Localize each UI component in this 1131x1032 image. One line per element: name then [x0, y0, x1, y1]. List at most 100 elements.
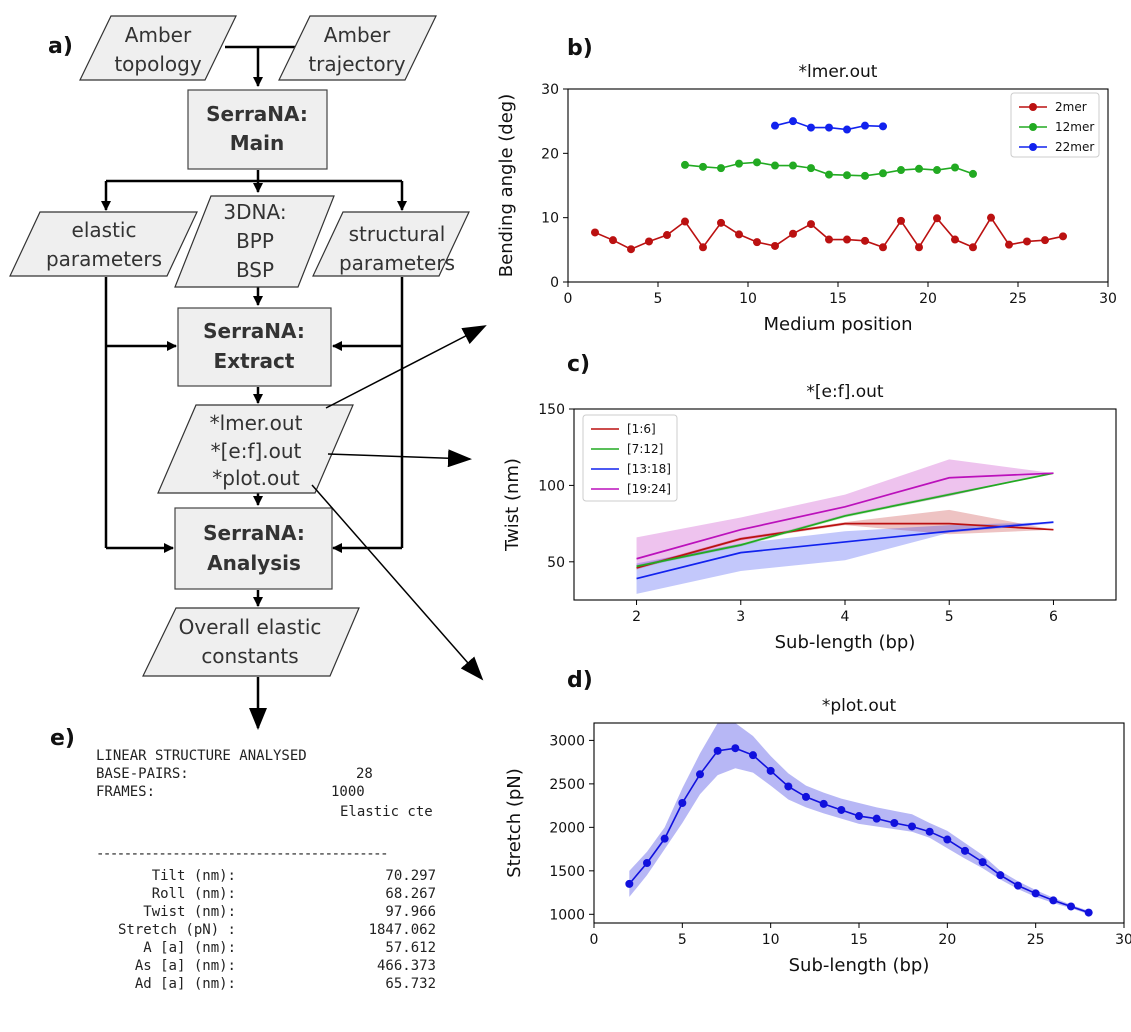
y-tick-label: 30 [541, 82, 559, 98]
report-frames-label: FRAMES: [96, 784, 156, 800]
x-tick-label: 20 [938, 932, 956, 948]
legend-marker [1029, 103, 1037, 111]
data-point [771, 241, 779, 250]
legend-label: [13:18] [627, 462, 671, 476]
data-point [819, 799, 828, 808]
data-point [879, 169, 887, 178]
data-point [872, 814, 881, 823]
data-point [1067, 902, 1075, 911]
amber-trajectory-label-1: Amber [324, 23, 391, 47]
data-point [961, 846, 969, 855]
data-point [933, 214, 941, 223]
data-point [855, 812, 863, 821]
data-point [969, 243, 977, 252]
x-tick-label: 5 [945, 609, 954, 625]
structural-parameters-label-2: parameters [339, 251, 455, 275]
report-row-value: 68.267 [385, 886, 436, 902]
data-point [996, 871, 1005, 880]
legend-label: 12mer [1055, 120, 1094, 134]
y-axis-label: Bending angle (deg) [496, 94, 517, 277]
amber-topology-label-2: topology [114, 52, 201, 76]
3dna-label-2: BPP [236, 229, 274, 253]
y-tick-label: 1500 [549, 864, 585, 880]
serrana-main-box: SerraNA: Main [187, 89, 328, 170]
data-point [753, 238, 761, 247]
3dna-label-1: 3DNA: [223, 200, 286, 224]
legend-label: 22mer [1055, 140, 1094, 154]
serrana-extract-box: SerraNA: Extract [177, 307, 332, 387]
serrana-analysis-label-2: Analysis [207, 551, 301, 575]
report-row-value: 1847.062 [368, 922, 436, 938]
panel-label-e: e) [50, 726, 75, 751]
panel-label-d: d) [567, 668, 593, 693]
data-point [660, 834, 669, 843]
elastic-constants-report: LINEAR STRUCTURE ANALYSED BASE-PAIRS: 28… [96, 748, 466, 1032]
x-tick-label: 15 [829, 291, 847, 307]
report-row-value: 70.297 [385, 868, 436, 884]
data-point [843, 235, 851, 244]
report-row-label: A [a] (nm): [143, 940, 236, 956]
data-point [861, 236, 869, 245]
data-point [915, 164, 923, 173]
data-point [789, 117, 797, 126]
y-tick-label: 3000 [549, 733, 585, 749]
data-point [879, 122, 887, 131]
data-point [1059, 232, 1067, 241]
data-point [789, 229, 797, 238]
data-point [879, 243, 887, 252]
data-point [951, 163, 959, 172]
chart-title: *[e:f].out [806, 382, 884, 402]
data-point [890, 819, 899, 827]
data-point [663, 231, 671, 240]
chart-twist: *[e:f].out 2 3 4 5 6 50 100 150 Sub-length (bp) Tw… [502, 382, 1117, 653]
x-tick-label: 10 [739, 291, 757, 307]
overall-constants-node: Overall elastic constants [142, 607, 360, 677]
legend-label: [19:24] [627, 482, 671, 496]
arrow-to-panel-d [311, 484, 484, 681]
data-point [807, 123, 815, 132]
data-point [978, 858, 987, 867]
data-point [766, 766, 775, 775]
data-point [1005, 240, 1013, 249]
elastic-parameters-label-2: parameters [46, 247, 162, 271]
data-point [861, 171, 869, 180]
confidence-band [636, 459, 1054, 568]
data-point [933, 166, 941, 175]
x-tick-label: 5 [654, 291, 663, 307]
data-point [771, 161, 779, 170]
y-axis-label: Stretch (pN) [504, 768, 525, 878]
ef-out-label: *[e:f].out [211, 439, 302, 463]
y-tick-label: 150 [538, 402, 565, 418]
report-basepairs-value: 28 [356, 766, 373, 782]
data-point [753, 158, 761, 167]
legend-label: 2mer [1055, 100, 1087, 114]
data-point [735, 230, 743, 239]
serrana-analysis-label-1: SerraNA: [203, 521, 305, 545]
data-point [987, 213, 995, 222]
y-tick-label: 2000 [549, 820, 585, 836]
x-tick-label: 0 [590, 932, 599, 948]
data-point [627, 245, 635, 254]
data-point [807, 164, 815, 173]
arrow-to-panel-c [327, 449, 472, 468]
x-tick-label: 15 [850, 932, 868, 948]
data-point [625, 879, 634, 888]
report-title: LINEAR STRUCTURE ANALYSED [96, 748, 307, 764]
serrana-main-label-1: SerraNA: [206, 102, 308, 126]
report-frames-value: 1000 [331, 784, 365, 800]
data-point [735, 159, 743, 168]
series-line [636, 472, 1054, 560]
data-point [1014, 881, 1022, 890]
data-point [784, 782, 793, 791]
legend-box [582, 414, 678, 502]
structural-parameters-node: structural parameters [312, 211, 470, 277]
report-row-label: Twist (nm): [143, 904, 236, 920]
data-point [897, 166, 905, 175]
serrana-extract-label-2: Extract [214, 349, 295, 373]
x-tick-label: 25 [1009, 291, 1027, 307]
data-point [807, 220, 815, 229]
legend-label: [7:12] [627, 442, 663, 456]
y-tick-label: 0 [550, 275, 559, 291]
data-point [969, 169, 977, 178]
data-point [699, 162, 707, 171]
